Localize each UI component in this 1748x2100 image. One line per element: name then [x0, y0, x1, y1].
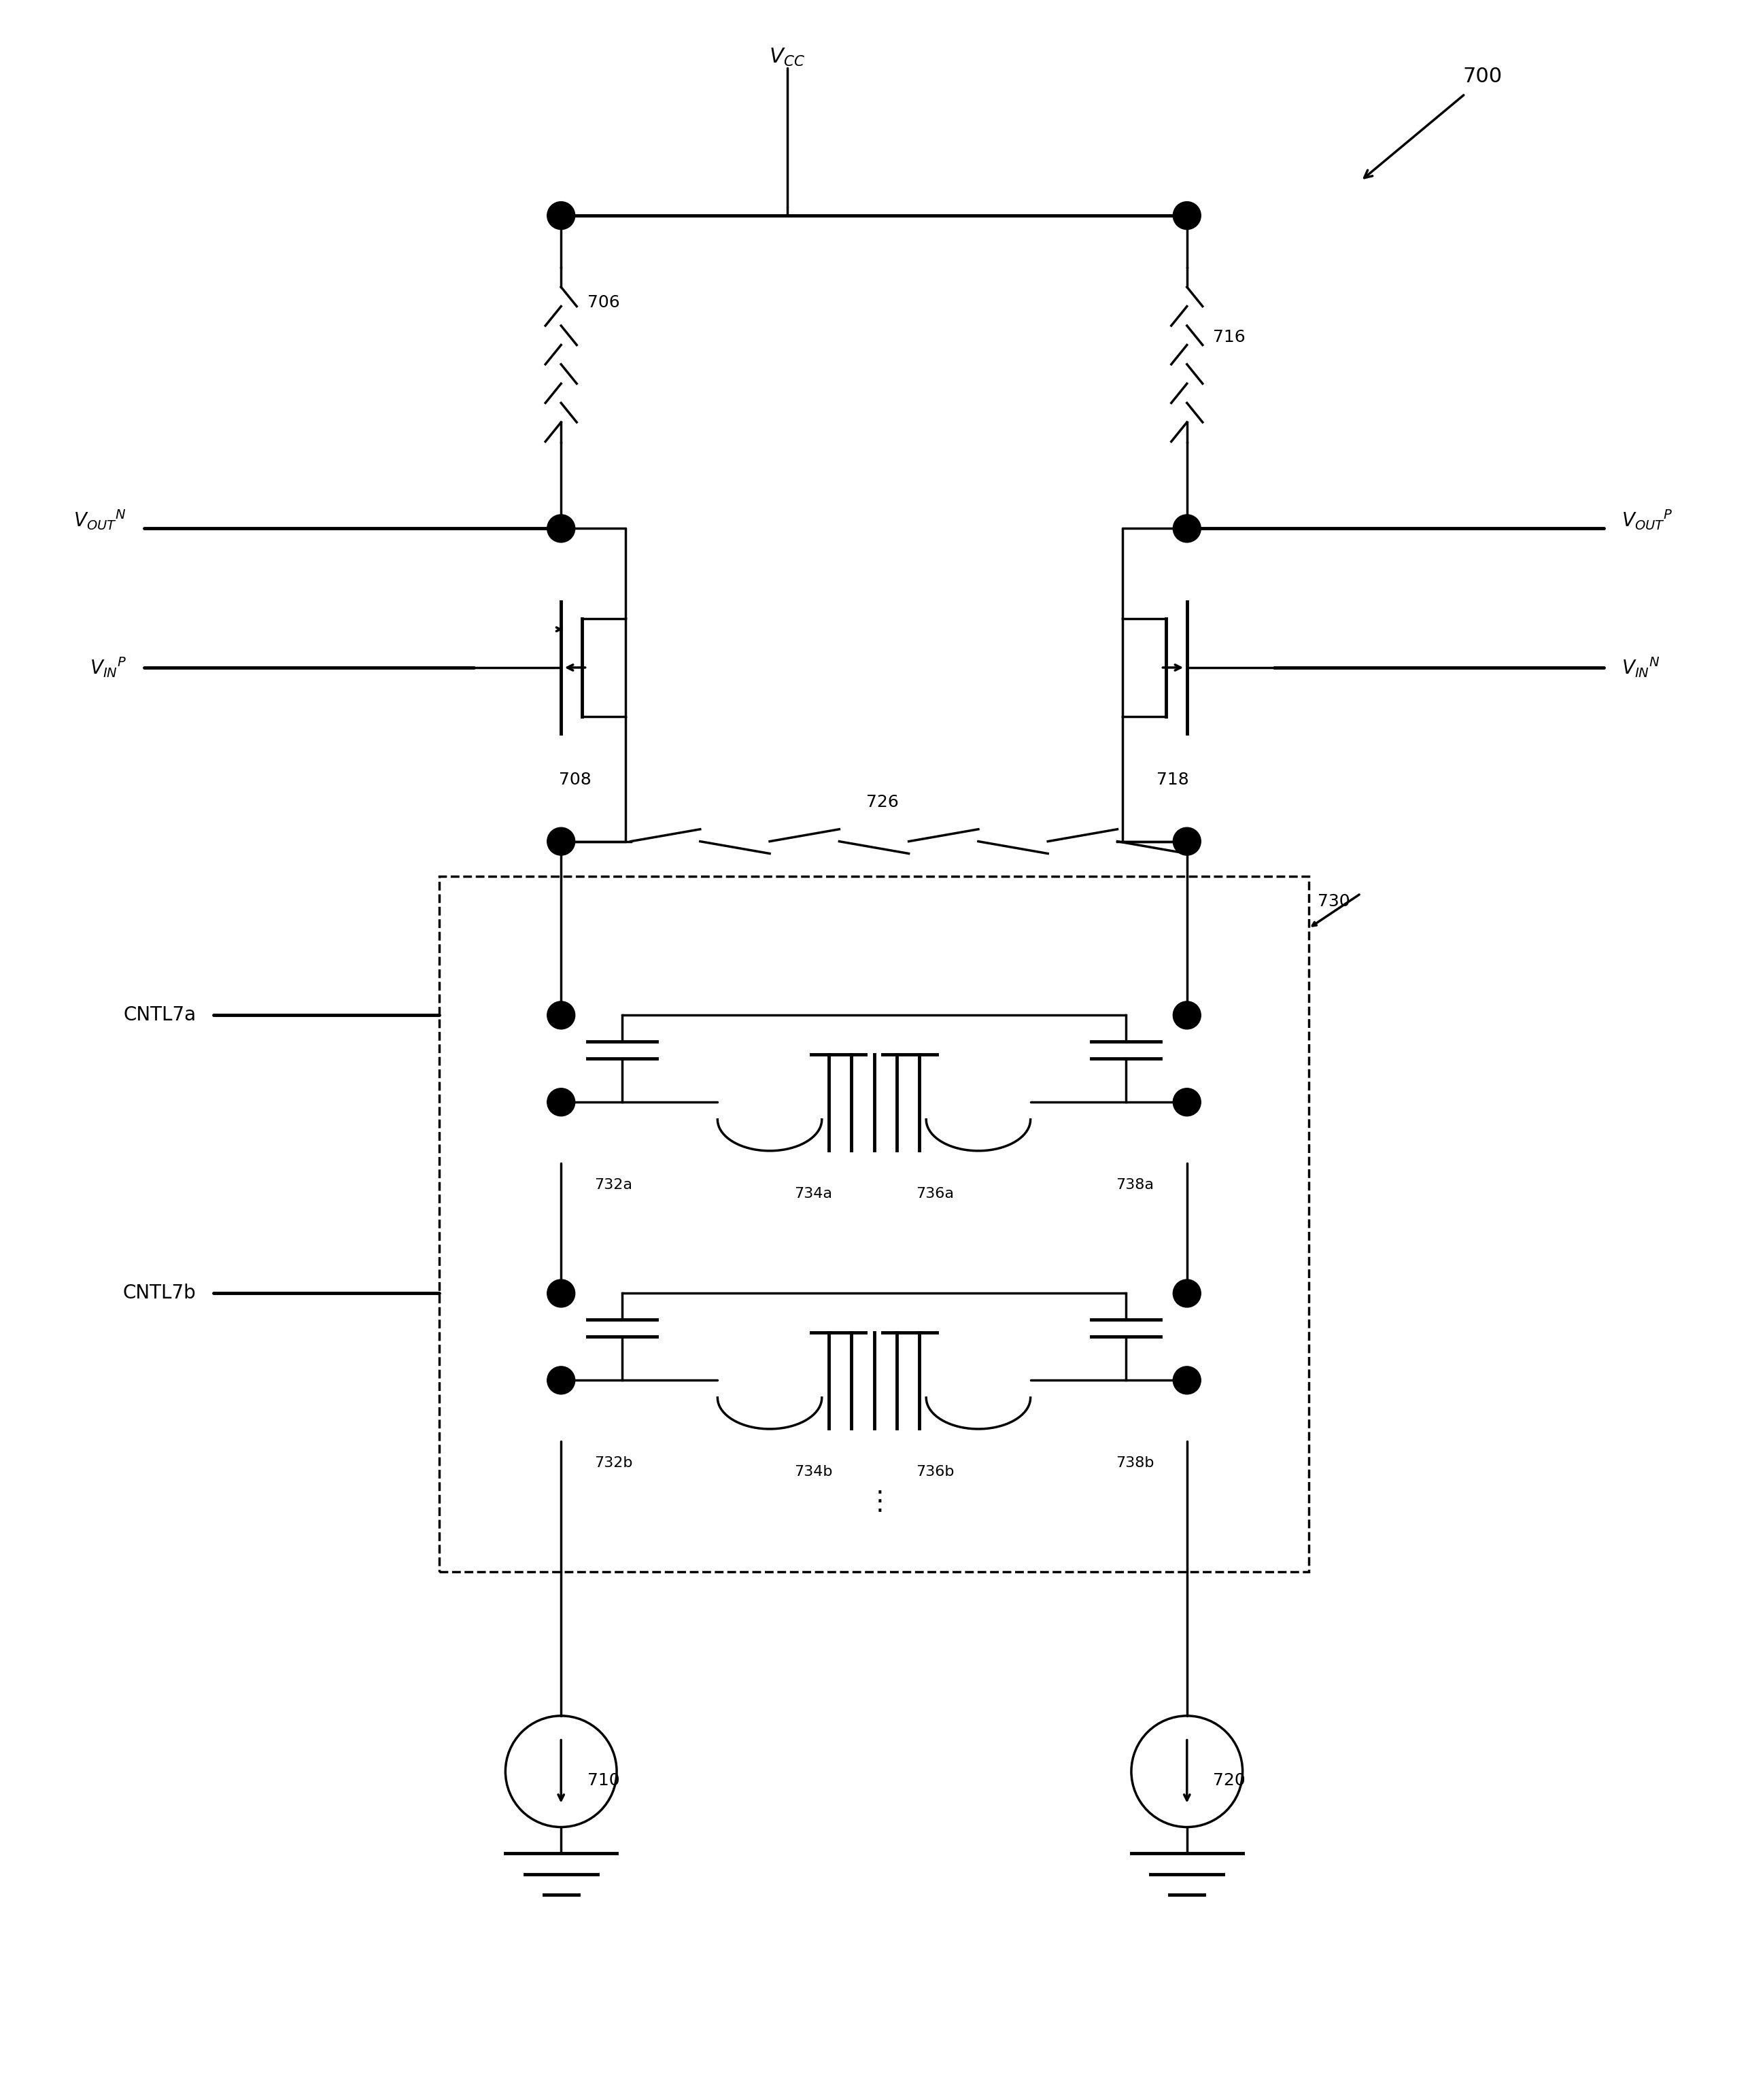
Text: 734a: 734a: [794, 1186, 832, 1201]
Text: 738a: 738a: [1115, 1178, 1154, 1193]
Text: 738b: 738b: [1115, 1455, 1154, 1470]
Text: CNTL7b: CNTL7b: [122, 1283, 196, 1302]
Text: V$_{OUT}$$^{P}$: V$_{OUT}$$^{P}$: [1622, 508, 1673, 531]
Text: 710: 710: [587, 1772, 619, 1789]
Text: 726: 726: [867, 794, 898, 811]
Circle shape: [547, 1088, 575, 1115]
Circle shape: [1173, 202, 1201, 229]
Text: V$_{IN}$$^{P}$: V$_{IN}$$^{P}$: [89, 655, 126, 678]
Text: 734b: 734b: [794, 1466, 832, 1478]
Circle shape: [547, 1002, 575, 1029]
Text: 736b: 736b: [916, 1466, 954, 1478]
Text: 730: 730: [1318, 892, 1349, 909]
Circle shape: [547, 1367, 575, 1394]
Text: CNTL7a: CNTL7a: [122, 1006, 196, 1025]
Circle shape: [1173, 1367, 1201, 1394]
Text: V$_{OUT}$$^{N}$: V$_{OUT}$$^{N}$: [73, 508, 126, 531]
Text: 700: 700: [1463, 67, 1502, 86]
Text: 736a: 736a: [916, 1186, 954, 1201]
Circle shape: [547, 514, 575, 542]
Text: 718: 718: [1157, 773, 1189, 788]
Text: $\vdots$: $\vdots$: [865, 1489, 883, 1514]
Text: 706: 706: [587, 294, 619, 311]
Text: 716: 716: [1213, 330, 1246, 344]
Bar: [439, 876, 1309, 1571]
Circle shape: [1173, 514, 1201, 542]
Circle shape: [547, 202, 575, 229]
Circle shape: [1173, 827, 1201, 855]
Text: 732b: 732b: [594, 1455, 633, 1470]
Circle shape: [1173, 1279, 1201, 1308]
Text: 732a: 732a: [594, 1178, 633, 1193]
Circle shape: [1173, 1088, 1201, 1115]
Circle shape: [1173, 1002, 1201, 1029]
Text: V$_{IN}$$^{N}$: V$_{IN}$$^{N}$: [1622, 655, 1661, 678]
Text: 708: 708: [559, 773, 591, 788]
Circle shape: [547, 1279, 575, 1308]
Text: 720: 720: [1213, 1772, 1246, 1789]
Circle shape: [547, 827, 575, 855]
Text: V$_{CC}$: V$_{CC}$: [769, 46, 806, 67]
